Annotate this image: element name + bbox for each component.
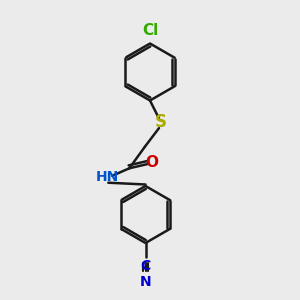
Text: O: O (145, 155, 158, 170)
Text: N: N (140, 274, 151, 289)
Text: C: C (140, 259, 151, 273)
Text: HN: HN (96, 170, 119, 184)
Text: S: S (154, 113, 166, 131)
Text: Cl: Cl (142, 23, 158, 38)
